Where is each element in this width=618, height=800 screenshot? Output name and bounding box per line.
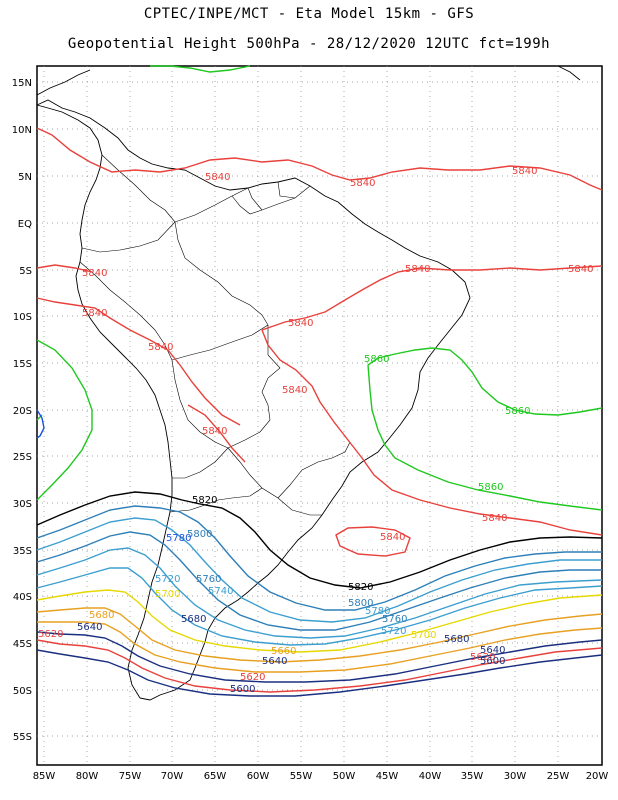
latitude-axis: 15N 10N 5N EQ 5S 10S 15S 20S 25S 30S 35S… — [12, 78, 32, 743]
contour-label: 5840 — [205, 172, 230, 183]
contour-label: 5780 — [166, 533, 191, 544]
lat-tick: 35S — [13, 546, 32, 557]
lon-tick: 70W — [161, 771, 184, 782]
lon-tick: 60W — [247, 771, 270, 782]
contour-label: 5760 — [196, 574, 221, 585]
contour-label: 5840 — [482, 513, 507, 524]
contour-label: 5660 — [271, 646, 296, 657]
contour-label: 5840 — [512, 166, 537, 177]
contour-label: 5840 — [82, 308, 107, 319]
contour-label: 5600 — [230, 684, 255, 695]
contour-label: 5780 — [365, 606, 390, 617]
coastline — [36, 65, 581, 701]
contour-label: 5640 — [480, 645, 505, 656]
contour-label: 5820 — [192, 495, 217, 506]
contour-label: 5680 — [181, 614, 206, 625]
longitude-axis: 85W 80W 75W 70W 65W 60W 55W 50W 45W 40W … — [33, 771, 609, 782]
contour-label: 5760 — [382, 614, 407, 625]
contour-label: 5680 — [444, 634, 469, 645]
lon-tick: 45W — [376, 771, 399, 782]
lat-tick: 30S — [13, 499, 32, 510]
contour-label: 5640 — [262, 656, 287, 667]
contour-label: 5840 — [350, 178, 375, 189]
chart-subtitle: Geopotential Height 500hPa - 28/12/2020 … — [67, 36, 551, 52]
lat-tick: EQ — [18, 219, 32, 230]
contour-label: 5600 — [480, 656, 505, 667]
lon-tick: 75W — [119, 771, 142, 782]
chart-title: CPTEC/INPE/MCT - Eta Model 15km - GFS — [143, 6, 475, 22]
contour-label: 5840 — [282, 385, 307, 396]
country-borders — [79, 154, 351, 516]
contour-label: 5860 — [478, 482, 503, 493]
lat-tick: 10S — [13, 312, 32, 323]
contour-label: 5840 — [405, 264, 430, 275]
contour-label: 5620 — [38, 629, 63, 640]
contour-label: 5840 — [202, 426, 227, 437]
lat-tick: 5N — [18, 172, 32, 183]
contour-label: 5700 — [411, 630, 436, 641]
contour-label: 5720 — [381, 626, 406, 637]
contour-label: 5840 — [82, 268, 107, 279]
lon-tick: 40W — [419, 771, 442, 782]
contour-label: 5620 — [240, 672, 265, 683]
lat-tick: 40S — [13, 592, 32, 603]
contour-lines — [36, 65, 603, 697]
contour-label: 5680 — [89, 610, 114, 621]
contour-label: 5800 — [187, 529, 212, 540]
contour-label: 5840 — [148, 342, 173, 353]
lat-tick: 15S — [13, 359, 32, 370]
map-frame — [36, 65, 603, 766]
lon-tick: 55W — [290, 771, 313, 782]
contour-label: 5840 — [288, 318, 313, 329]
lat-tick: 5S — [19, 266, 32, 277]
lat-tick: 45S — [13, 639, 32, 650]
lat-tick: 15N — [12, 78, 32, 89]
lat-tick: 20S — [13, 406, 32, 417]
contour-label: 5840 — [380, 532, 405, 543]
lon-tick: 35W — [461, 771, 484, 782]
contour-label: 5860 — [505, 406, 530, 417]
contour-label: 5820 — [348, 582, 373, 593]
contour-labels: 5840 5840 5840 5840 5840 5840 5840 5840 … — [38, 166, 593, 695]
contour-label: 5800 — [348, 598, 373, 609]
lon-tick: 20W — [586, 771, 609, 782]
lat-tick: 55S — [13, 732, 32, 743]
lat-tick: 25S — [13, 452, 32, 463]
contour-label: 5740 — [208, 586, 233, 597]
lon-tick: 50W — [333, 771, 356, 782]
lon-tick: 65W — [204, 771, 227, 782]
contour-label: 5720 — [155, 574, 180, 585]
lon-tick: 25W — [547, 771, 570, 782]
lon-tick: 80W — [76, 771, 99, 782]
lon-tick: 30W — [504, 771, 527, 782]
lat-tick: 10N — [12, 125, 32, 136]
lat-tick: 50S — [13, 686, 32, 697]
contour-label: 5860 — [364, 354, 389, 365]
contour-label: 5620 — [470, 652, 495, 663]
contour-label: 5640 — [77, 622, 102, 633]
lon-tick: 85W — [33, 771, 56, 782]
contour-label: 5840 — [568, 264, 593, 275]
contour-label: 5700 — [155, 589, 180, 600]
